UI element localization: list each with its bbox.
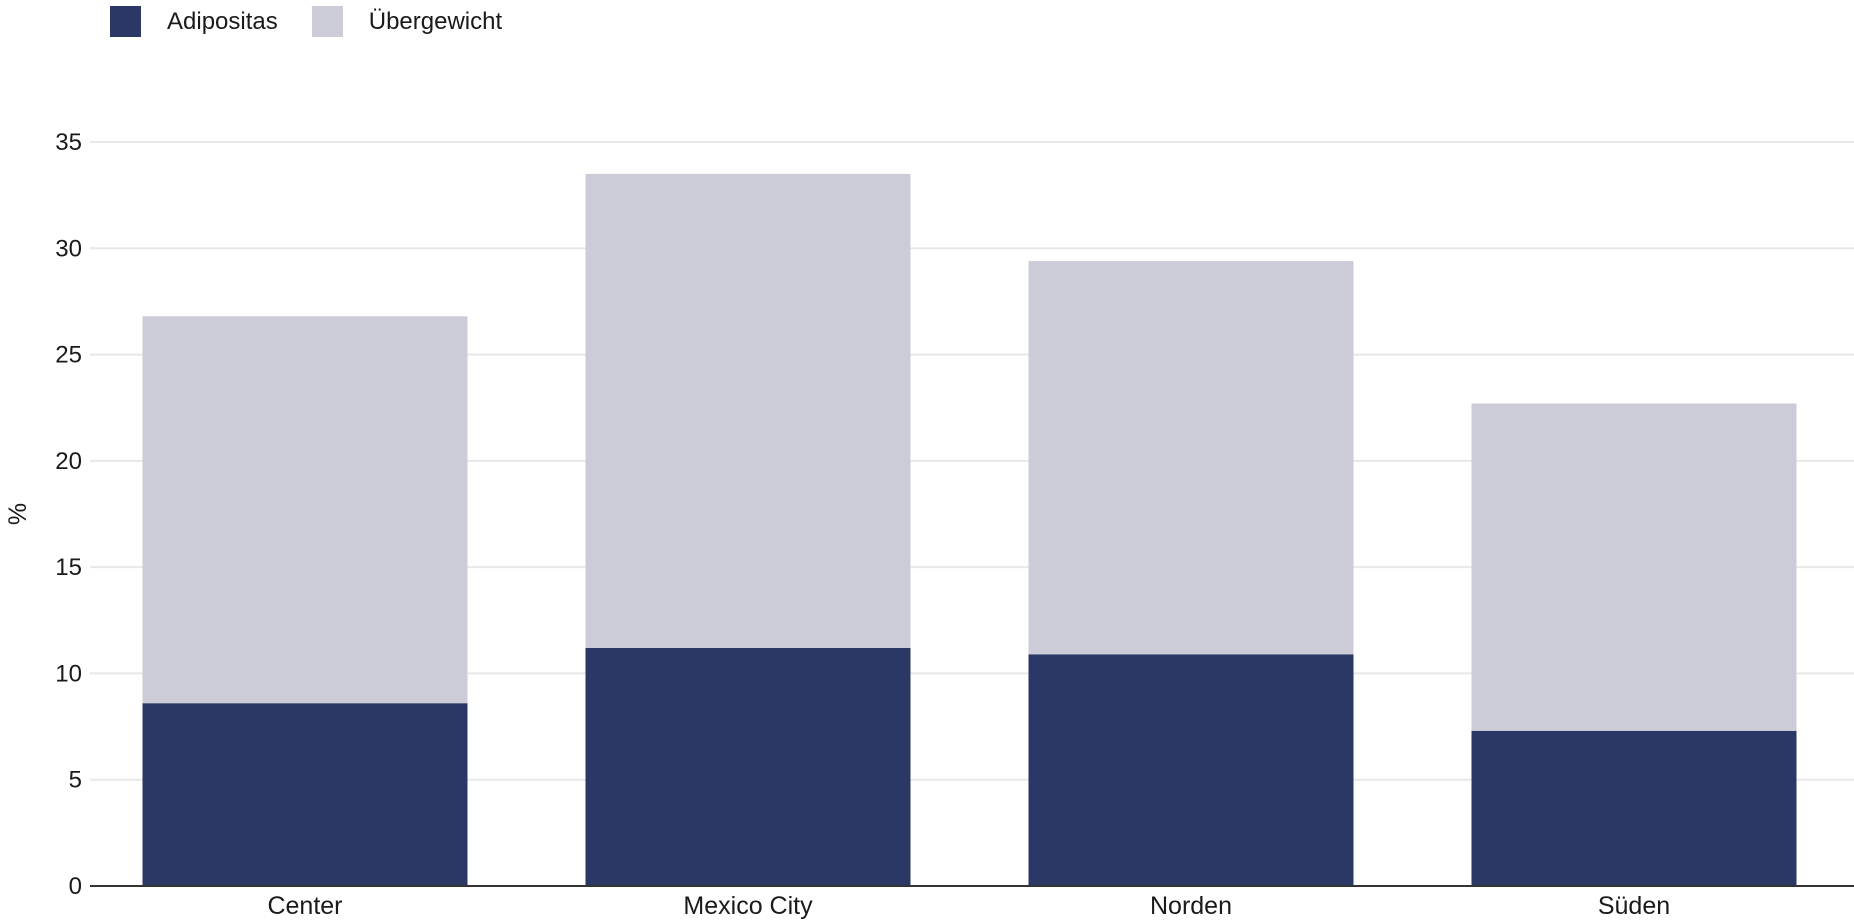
legend-item-adipositas[interactable]: Adipositas (110, 6, 278, 37)
legend-swatch-uebergewicht (311, 6, 343, 37)
bar-uebergewicht[interactable] (142, 316, 468, 704)
legend-label-uebergewicht: Übergewicht (368, 7, 503, 35)
y-tick-label: 25 (55, 342, 82, 369)
legend-item-uebergewicht[interactable]: Übergewicht (311, 6, 503, 37)
bar-uebergewicht[interactable] (1028, 261, 1354, 655)
legend-swatch-adipositas (110, 6, 141, 37)
bar-adipositas[interactable] (142, 703, 468, 886)
bar-adipositas[interactable] (585, 647, 911, 886)
x-tick-labels: Center Mexico City Norden Süden (267, 892, 1670, 920)
x-tick-label: Mexico City (683, 892, 813, 920)
y-tick-label: 5 (69, 767, 82, 794)
bars (142, 173, 1797, 886)
bar-uebergewicht[interactable] (1471, 403, 1797, 731)
bar-adipositas[interactable] (1028, 654, 1354, 886)
y-tick-labels: 0 5 10 15 20 25 30 35 (55, 129, 82, 900)
legend-label-adipositas: Adipositas (167, 7, 278, 35)
y-axis-label: % (4, 503, 32, 525)
x-tick-label: Süden (1598, 892, 1670, 920)
y-tick-label: 10 (55, 660, 82, 687)
y-tick-label: 20 (55, 448, 82, 475)
bar-adipositas[interactable] (1471, 730, 1797, 886)
x-tick-label: Norden (1150, 892, 1232, 920)
y-tick-label: 35 (55, 129, 82, 156)
bar-uebergewicht[interactable] (585, 173, 911, 648)
y-tick-label: 30 (55, 235, 82, 262)
x-tick-label: Center (267, 892, 342, 920)
y-tick-label: 15 (55, 554, 82, 581)
y-tick-label: 0 (69, 873, 82, 900)
legend: Adipositas Übergewicht (110, 6, 536, 37)
